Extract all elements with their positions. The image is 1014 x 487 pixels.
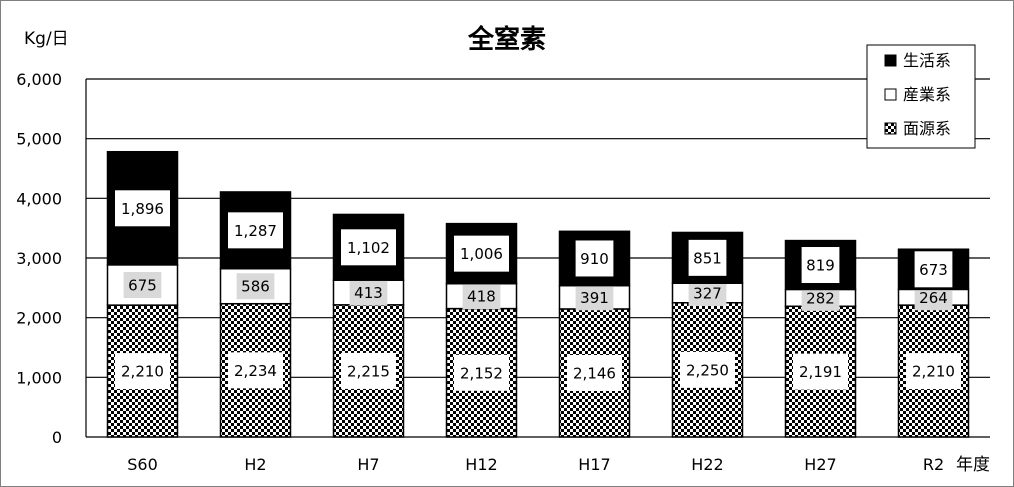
data-label-box [575,240,614,277]
legend-entry: 生活系 [903,51,951,70]
data-label-box [341,352,396,389]
data-label-box [914,251,953,288]
data-label: 1,896 [121,200,164,218]
data-label: 2,210 [121,363,164,381]
data-label-box [575,284,614,311]
data-label: 391 [580,289,609,307]
chart-title: 全窒素 [467,24,546,55]
x-axis-ticks: S60 H2 H7 H12 H17 H22 H27 R2 [127,455,944,474]
legend-swatch [884,88,897,101]
data-label-box [793,353,848,390]
data-label: 2,234 [234,362,277,380]
data-label: 675 [128,276,157,294]
data-label-box [349,279,388,306]
bar-stack: 2,191 282 819 [784,239,857,438]
data-label-box [123,271,162,298]
y-tick-label: 0 [52,428,62,447]
bar-stack: 2,234 586 1,287 [219,191,292,438]
y-tick-label: 2,000 [16,309,62,328]
data-label: 2,215 [347,362,390,380]
data-label-box [906,353,961,390]
data-label: 418 [467,288,496,306]
y-tick-label: 5,000 [16,130,62,149]
y-axis-ticks: 0 1,000 2,000 3,000 4,000 5,000 6,000 [16,70,62,447]
bar-stack: 2,215 413 1,102 [332,213,405,438]
data-label: 2,191 [799,363,842,381]
bar-stack: 2,146 391 910 [558,230,631,438]
x-tick-label: H27 [804,455,836,474]
x-tick-label: H2 [244,455,266,474]
legend-swatch [884,54,897,67]
data-label: 282 [806,289,835,307]
bar-stack: 2,152 418 1,006 [445,222,518,438]
data-label: 586 [241,278,270,296]
data-label: 2,250 [686,361,729,379]
bar-stack: 2,210 264 673 [897,248,970,438]
data-label: 1,102 [347,239,390,257]
x-tick-label: H12 [465,455,497,474]
data-label-box [228,212,283,249]
data-label: 2,152 [460,364,503,382]
data-label: 1,006 [460,245,503,263]
x-tick-label: S60 [127,455,158,474]
bar-stack: 2,210 675 1,896 [106,150,179,438]
y-tick-label: 6,000 [16,70,62,89]
legend-entry: 面源系 [903,119,951,138]
data-label-box [341,229,396,266]
x-tick-label: H17 [578,455,610,474]
data-label-box [688,279,727,306]
bars: 2,2106751,8962,2345861,2872,2154131,1022… [106,150,970,438]
data-label-box [688,239,727,276]
data-label: 819 [806,257,835,275]
y-axis-unit-label: Kg/日 [24,29,69,49]
data-label-box [228,352,283,389]
legend-swatch [884,122,897,135]
x-tick-label: H22 [691,455,723,474]
y-tick-label: 3,000 [16,249,62,268]
data-label: 673 [919,261,948,279]
data-label-box [680,351,735,388]
y-tick-label: 1,000 [16,368,62,387]
data-label-box [454,235,509,272]
data-label: 264 [919,289,948,307]
data-label: 413 [354,284,383,302]
y-tick-label: 4,000 [16,189,62,208]
data-label-box [454,354,509,391]
data-label-box [115,353,170,390]
data-label-box [115,190,170,227]
x-tick-label: R2 [923,455,944,474]
data-label: 910 [580,250,609,268]
x-axis-label: 年度 [956,455,990,475]
data-label: 327 [693,284,722,302]
data-label: 851 [693,249,722,267]
data-label-box [567,354,622,391]
data-label: 1,287 [234,222,277,240]
legend-entry: 産業系 [903,85,951,104]
data-label-box [801,247,840,284]
x-tick-label: H7 [357,455,379,474]
data-label: 2,210 [912,363,955,381]
bar-stack: 2,250 327 851 [671,231,744,438]
data-label-box [236,273,275,300]
data-label-box [462,283,501,310]
data-label: 2,146 [573,364,616,382]
